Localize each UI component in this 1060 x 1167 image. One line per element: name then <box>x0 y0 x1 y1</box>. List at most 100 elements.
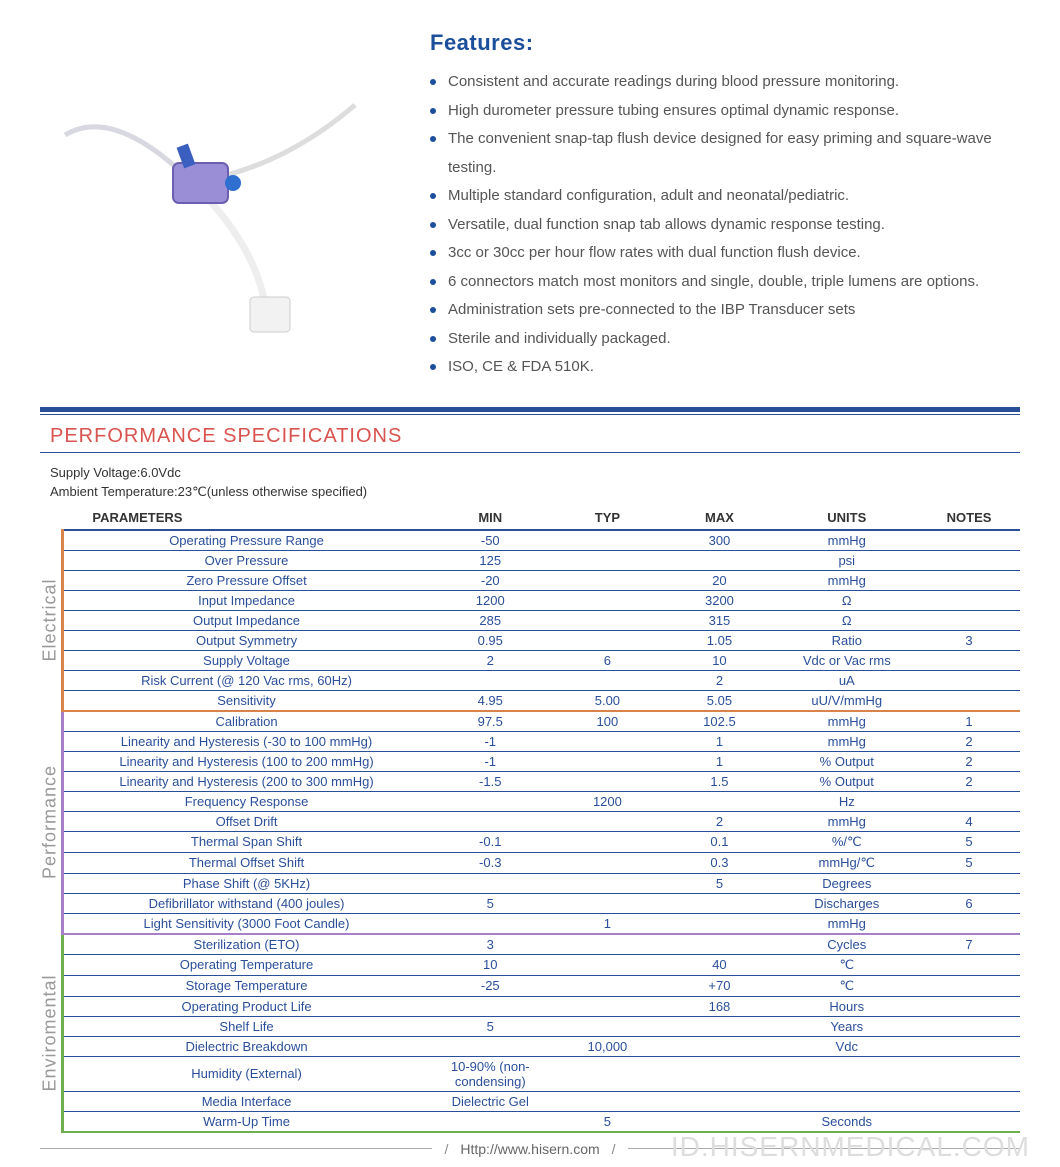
cell-typ: 5 <box>551 1111 663 1132</box>
cell-min: 125 <box>429 550 551 570</box>
cell-notes: 2 <box>918 731 1020 751</box>
feature-list: Consistent and accurate readings during … <box>430 68 1020 382</box>
cell-param: Operating Temperature <box>62 954 429 975</box>
cell-min <box>429 791 551 811</box>
cell-min: -20 <box>429 570 551 590</box>
cell-units: Cycles <box>775 934 918 955</box>
cell-units: Ratio <box>775 630 918 650</box>
features-block: Features: Consistent and accurate readin… <box>430 30 1020 382</box>
cell-max <box>663 1016 775 1036</box>
cell-notes: 7 <box>918 934 1020 955</box>
feature-item: 3cc or 30cc per hour flow rates with dua… <box>430 239 1020 268</box>
cell-min: 3 <box>429 934 551 955</box>
cell-notes <box>918 610 1020 630</box>
cell-max: 2 <box>663 670 775 690</box>
table-row: Supply Voltage2610Vdc or Vac rms <box>40 650 1020 670</box>
spec-under-rule <box>40 452 1020 453</box>
table-row: Storage Temperature-25+70℃ <box>40 975 1020 996</box>
page: Features: Consistent and accurate readin… <box>0 0 1060 1167</box>
cell-typ: 100 <box>551 711 663 732</box>
table-row: Thermal Offset Shift-0.30.3mmHg/℃5 <box>40 852 1020 873</box>
cell-notes <box>918 975 1020 996</box>
table-row: PerformanceCalibration97.5100102.5mmHg1 <box>40 711 1020 732</box>
cell-min: -25 <box>429 975 551 996</box>
table-row: Offset Drift2mmHg4 <box>40 811 1020 831</box>
cell-notes <box>918 550 1020 570</box>
cell-units: Years <box>775 1016 918 1036</box>
cell-min: 4.95 <box>429 690 551 711</box>
cell-param: Storage Temperature <box>62 975 429 996</box>
table-row: Media InterfaceDielectric Gel <box>40 1091 1020 1111</box>
table-row: EnviromentalSterilization (ETO)3Cycles7 <box>40 934 1020 955</box>
cell-units <box>775 1056 918 1091</box>
cell-units: Ω <box>775 610 918 630</box>
cell-param: Light Sensitivity (3000 Foot Candle) <box>62 913 429 934</box>
table-row: Linearity and Hysteresis (-30 to 100 mmH… <box>40 731 1020 751</box>
cell-min: -1 <box>429 731 551 751</box>
table-row: Linearity and Hysteresis (200 to 300 mmH… <box>40 771 1020 791</box>
cell-typ <box>551 996 663 1016</box>
cell-min <box>429 996 551 1016</box>
cell-max <box>663 893 775 913</box>
cell-max <box>663 1091 775 1111</box>
cell-typ <box>551 610 663 630</box>
spec-title: PERFORMANCE SPECIFICATIONS <box>40 421 1020 452</box>
cell-param: Output Symmetry <box>62 630 429 650</box>
table-row: Phase Shift (@ 5KHz)5Degrees <box>40 873 1020 893</box>
cell-notes <box>918 570 1020 590</box>
cell-max <box>663 934 775 955</box>
cell-param: Phase Shift (@ 5KHz) <box>62 873 429 893</box>
cell-max: 1.05 <box>663 630 775 650</box>
cell-max <box>663 791 775 811</box>
cell-param: Sensitivity <box>62 690 429 711</box>
cell-typ <box>551 1091 663 1111</box>
cell-min: 1200 <box>429 590 551 610</box>
feature-item: Administration sets pre-connected to the… <box>430 296 1020 325</box>
cell-param: Input Impedance <box>62 590 429 610</box>
feature-item: ISO, CE & FDA 510K. <box>430 353 1020 382</box>
cell-param: Thermal Span Shift <box>62 831 429 852</box>
cell-param: Linearity and Hysteresis (-30 to 100 mmH… <box>62 731 429 751</box>
cell-typ <box>551 852 663 873</box>
cell-notes: 2 <box>918 771 1020 791</box>
cell-notes <box>918 670 1020 690</box>
feature-item: Sterile and individually packaged. <box>430 325 1020 354</box>
cell-param: Calibration <box>62 711 429 732</box>
cell-typ <box>551 873 663 893</box>
cell-units: mmHg <box>775 711 918 732</box>
cell-min <box>429 873 551 893</box>
cell-notes: 5 <box>918 852 1020 873</box>
table-row: Defibrillator withstand (400 joules)5Dis… <box>40 893 1020 913</box>
cell-max: 0.1 <box>663 831 775 852</box>
cell-notes <box>918 1016 1020 1036</box>
cell-typ <box>551 1016 663 1036</box>
feature-item: Versatile, dual function snap tab allows… <box>430 211 1020 240</box>
table-row: Input Impedance12003200Ω <box>40 590 1020 610</box>
cell-typ <box>551 1056 663 1091</box>
cell-min: 10-90% (non-condensing) <box>429 1056 551 1091</box>
cell-notes <box>918 1091 1020 1111</box>
cell-typ <box>551 831 663 852</box>
cell-notes <box>918 913 1020 934</box>
cell-min: -0.1 <box>429 831 551 852</box>
cell-max <box>663 1111 775 1132</box>
cell-notes: 4 <box>918 811 1020 831</box>
feature-item: Multiple standard configuration, adult a… <box>430 182 1020 211</box>
table-row: Thermal Span Shift-0.10.1%/℃5 <box>40 831 1020 852</box>
cell-typ <box>551 811 663 831</box>
cell-param: Media Interface <box>62 1091 429 1111</box>
cell-min: Dielectric Gel <box>429 1091 551 1111</box>
cell-param: Dielectric Breakdown <box>62 1036 429 1056</box>
table-row: Zero Pressure Offset-2020mmHg <box>40 570 1020 590</box>
cell-max: 40 <box>663 954 775 975</box>
cell-typ <box>551 751 663 771</box>
cell-typ <box>551 893 663 913</box>
cell-notes: 6 <box>918 893 1020 913</box>
cell-min: -1.5 <box>429 771 551 791</box>
cell-typ <box>551 530 663 551</box>
cell-max: 5.05 <box>663 690 775 711</box>
cell-max <box>663 913 775 934</box>
cell-typ <box>551 590 663 610</box>
table-row: Shelf Life5Years <box>40 1016 1020 1036</box>
cell-min: 0.95 <box>429 630 551 650</box>
